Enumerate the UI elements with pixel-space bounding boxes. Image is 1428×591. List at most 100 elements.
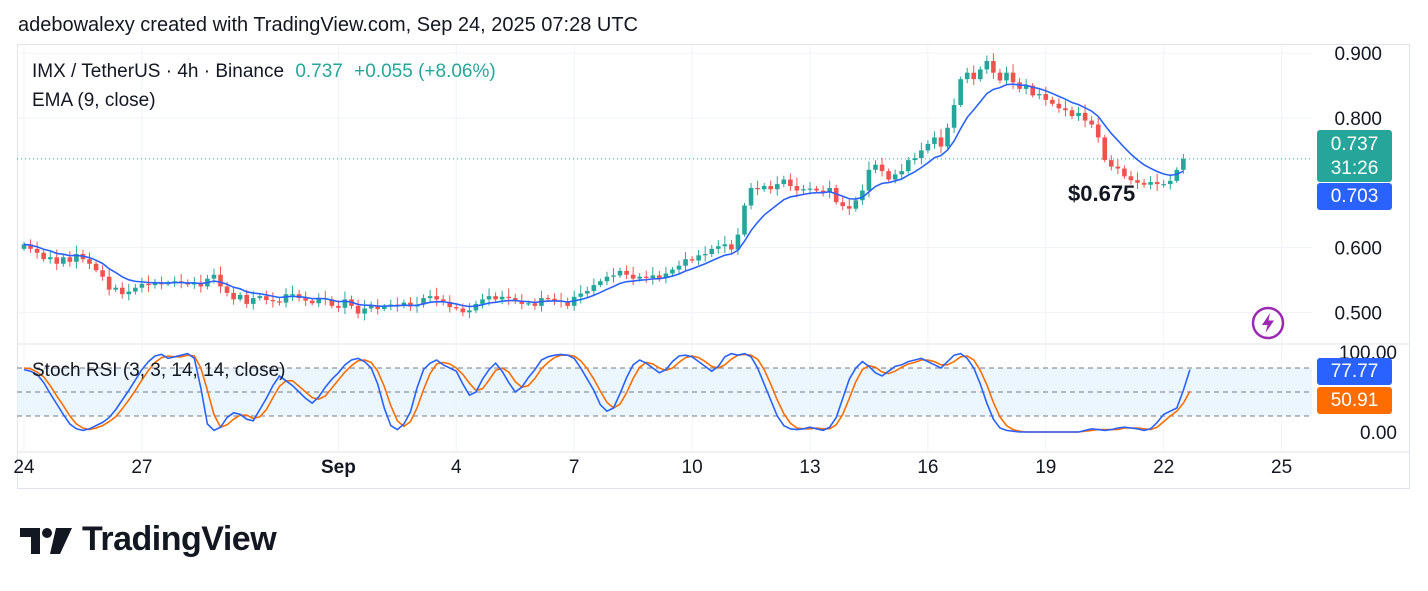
candle-body: [1023, 85, 1029, 89]
candle-body: [748, 187, 754, 206]
candle-body: [231, 292, 236, 300]
candle-body: [355, 305, 361, 314]
candle-body: [729, 244, 734, 250]
price-tick-label: 0.900: [1334, 44, 1382, 65]
candle-body: [827, 187, 832, 193]
tradingview-logo[interactable]: TradingView: [20, 520, 277, 559]
candle-body: [198, 282, 204, 287]
legend-price: 0.737: [295, 61, 343, 82]
candle-body: [873, 164, 878, 170]
stoch-tick-label: 0.00: [1360, 423, 1397, 444]
candle-body: [1076, 112, 1081, 117]
candle-body: [833, 187, 839, 203]
candle-body: [1161, 184, 1166, 186]
candle-body: [657, 275, 662, 278]
candle-body: [499, 296, 505, 300]
candle-body: [237, 294, 243, 300]
candle-body: [1036, 94, 1042, 96]
candle-body: [971, 72, 977, 80]
candle-body: [250, 298, 256, 304]
candle-body: [224, 286, 230, 293]
time-tick-label: 27: [131, 457, 152, 478]
candle-body: [709, 248, 715, 255]
stoch-k-series: [23, 352, 1191, 433]
candle-body: [820, 190, 826, 193]
stoch-legend[interactable]: Stoch RSI (3, 3, 14, 14, close): [32, 360, 286, 381]
candle-body: [512, 298, 518, 301]
candle-body: [1056, 103, 1062, 109]
candle-body: [1069, 110, 1075, 117]
candle-body: [480, 299, 485, 304]
candle-body: [493, 296, 498, 300]
candle-body: [951, 105, 957, 128]
candle-body: [755, 187, 760, 190]
candle-body: [1095, 124, 1101, 138]
candle-body: [1030, 85, 1035, 96]
candle-body: [270, 300, 276, 302]
ema-line: [23, 83, 1184, 308]
candle-body: [905, 160, 911, 172]
stoch-d-tag: 50.91: [1317, 387, 1392, 414]
ema-legend[interactable]: EMA (9, close): [32, 90, 156, 111]
symbol-legend[interactable]: IMX / TetherUS · 4h · Binance 0.737 +0.0…: [32, 61, 496, 83]
candle-body: [912, 158, 918, 161]
candle-body: [617, 270, 623, 276]
tradingview-logo-icon: [20, 527, 72, 554]
candle-body: [41, 252, 46, 260]
candle-body: [519, 300, 525, 304]
candle-body: [650, 275, 656, 278]
candle-body: [1154, 182, 1160, 185]
candle-body: [663, 273, 669, 278]
candle-body: [146, 283, 151, 286]
candle-body: [860, 190, 865, 201]
candle-body: [264, 296, 269, 301]
axes: 0.900 0.800 0.600 0.500 24 27 Sep 4 7 10 13 16 19 22 2…: [13, 44, 1397, 478]
candle-body: [447, 301, 453, 308]
candle-body: [689, 259, 695, 261]
candle-body: [545, 298, 551, 300]
candle-body: [847, 206, 852, 209]
time-tick-label: 24: [13, 457, 35, 478]
candle-body: [807, 188, 813, 190]
candle-body: [1135, 180, 1140, 183]
candle-body: [879, 164, 885, 172]
chart-frame[interactable]: [17, 44, 1410, 489]
candle-body: [637, 276, 642, 279]
candle-body: [840, 202, 846, 207]
candle-body: [1122, 168, 1127, 177]
candle-body: [283, 294, 289, 303]
candle-body: [643, 276, 649, 278]
time-tick-label: 22: [1153, 457, 1174, 478]
candle-body: [702, 254, 708, 256]
candle-body: [74, 254, 79, 262]
candle-body: [119, 287, 125, 295]
candle-body: [696, 255, 701, 261]
candle-body: [165, 283, 171, 285]
candle-body: [683, 259, 688, 266]
candle-body: [467, 310, 472, 313]
candle-body: [1181, 158, 1186, 170]
candle-body: [866, 169, 872, 191]
price-annotation: $0.675: [1068, 181, 1136, 206]
candle-body: [526, 303, 531, 305]
candle-body: [61, 257, 66, 264]
candle-body: [159, 283, 164, 285]
candle-body: [54, 257, 60, 264]
candle-body: [434, 296, 439, 300]
candle-body: [958, 79, 963, 106]
candle-body: [604, 276, 610, 282]
time-tick-label: 13: [799, 457, 820, 478]
candle-body: [781, 179, 787, 185]
tradingview-wordmark: TradingView: [82, 520, 277, 558]
candle-body: [87, 259, 92, 264]
candle-body: [991, 61, 996, 73]
candle-body: [113, 287, 118, 290]
lightning-icon[interactable]: [1251, 306, 1285, 340]
candle-body: [565, 301, 570, 306]
candle-body: [93, 263, 99, 271]
time-tick-label: 10: [682, 457, 703, 478]
candle-body: [925, 143, 931, 151]
candle-body: [997, 72, 1003, 81]
candle-body: [788, 179, 793, 187]
